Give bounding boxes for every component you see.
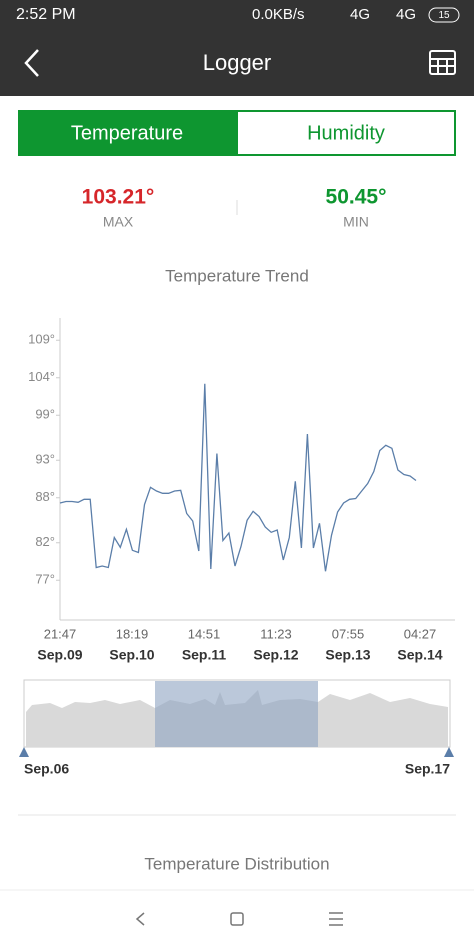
tab-active[interactable] bbox=[18, 110, 237, 156]
tab-label: Temperature bbox=[71, 122, 183, 144]
nav-menu[interactable] bbox=[329, 912, 343, 926]
x-tick-time: 14:51 bbox=[188, 626, 221, 641]
range-start: Sep.06 bbox=[24, 761, 69, 777]
x-tick-date: Sep.10 bbox=[109, 647, 154, 663]
section-title: Temperature Distribution bbox=[144, 854, 329, 873]
min-label: MIN bbox=[343, 214, 369, 230]
tab-label: Humidity bbox=[307, 122, 385, 144]
app-title: Logger bbox=[203, 50, 272, 75]
x-tick-time: 04:27 bbox=[404, 626, 437, 641]
x-tick-time: 21:47 bbox=[44, 626, 77, 641]
y-tick-label: 104° bbox=[28, 369, 55, 384]
tab[interactable] bbox=[236, 110, 456, 156]
y-tick-label: 109° bbox=[28, 332, 55, 347]
y-tick-label: 77° bbox=[35, 572, 55, 587]
nav-bar bbox=[0, 890, 474, 948]
back-button[interactable] bbox=[24, 49, 39, 77]
max-value: 103.21° bbox=[82, 186, 155, 209]
network: 4G bbox=[350, 6, 370, 23]
net-speed: 0.0KB/s bbox=[252, 6, 305, 23]
y-tick-label: 99° bbox=[35, 407, 55, 422]
y-tick-label: 93° bbox=[35, 452, 55, 467]
x-tick-date: Sep.13 bbox=[325, 647, 370, 663]
range-end: Sep.17 bbox=[405, 761, 450, 777]
x-tick-date: Sep.12 bbox=[253, 647, 298, 663]
max-label: MAX bbox=[103, 214, 134, 230]
x-tick-time: 11:23 bbox=[260, 626, 292, 641]
x-tick-time: 07:55 bbox=[332, 626, 365, 641]
app-bar bbox=[0, 0, 474, 96]
table-button[interactable] bbox=[429, 50, 456, 75]
nav-home[interactable] bbox=[230, 912, 244, 926]
nav-back[interactable] bbox=[135, 912, 145, 926]
y-tick-label: 82° bbox=[35, 534, 55, 549]
range-selector[interactable] bbox=[19, 679, 454, 757]
battery-level: 15 bbox=[438, 10, 450, 21]
x-tick-time: 18:19 bbox=[116, 626, 149, 641]
x-tick-date: Sep.14 bbox=[397, 647, 442, 663]
min-value: 50.45° bbox=[326, 186, 387, 209]
x-tick-date: Sep.09 bbox=[37, 647, 82, 663]
battery bbox=[428, 7, 460, 23]
chart-title: Temperature Trend bbox=[165, 266, 309, 285]
y-tick-label: 88° bbox=[35, 489, 55, 504]
network: 4G bbox=[396, 6, 416, 23]
clock: 2:52 PM bbox=[16, 6, 76, 23]
temperature-line bbox=[59, 383, 417, 572]
x-tick-date: Sep.11 bbox=[182, 647, 227, 663]
